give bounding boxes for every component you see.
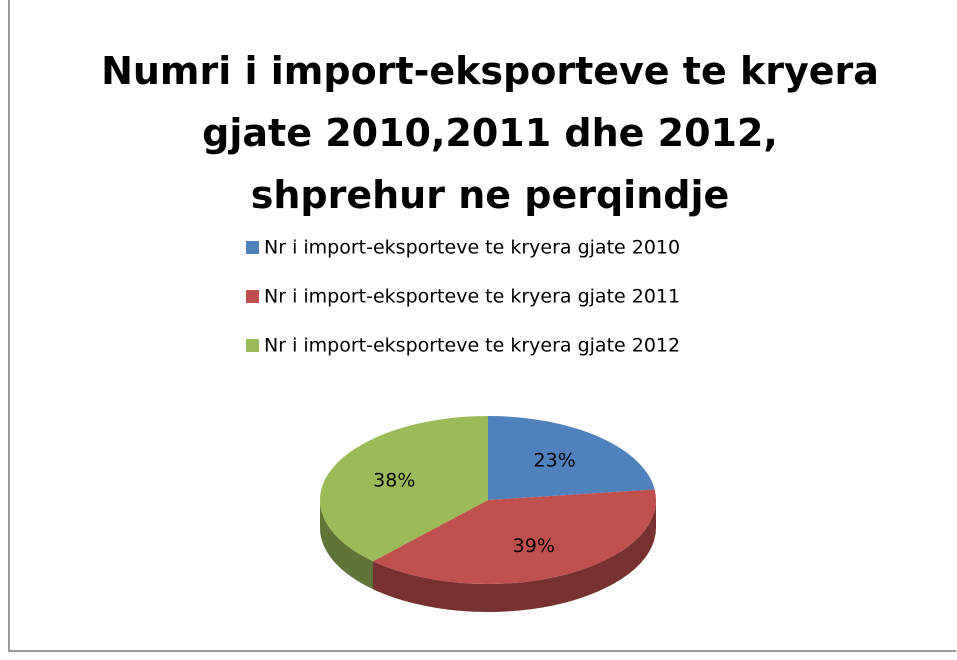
slice-side: [372, 500, 656, 612]
legend-swatch: [246, 339, 259, 352]
legend-label: Nr i import-eksporteve te kryera gjate 2…: [264, 237, 680, 259]
slice-side: [320, 500, 373, 590]
chart-frame: [8, 0, 956, 652]
data-label: 38%: [373, 469, 415, 491]
slice: [372, 489, 657, 584]
data-label: 23%: [534, 449, 576, 471]
legend-label: Nr i import-eksporteve te kryera gjate 2…: [264, 286, 680, 308]
legend-label: Nr i import-eksporteve te kryera gjate 2…: [264, 335, 680, 357]
data-label: 39%: [513, 535, 555, 557]
legend-swatch: [246, 290, 259, 303]
slice: [320, 416, 488, 562]
chart-title: Numri i import-eksporteve te kryera gjat…: [101, 49, 879, 217]
legend-swatch: [246, 241, 259, 254]
slice: [488, 416, 655, 500]
